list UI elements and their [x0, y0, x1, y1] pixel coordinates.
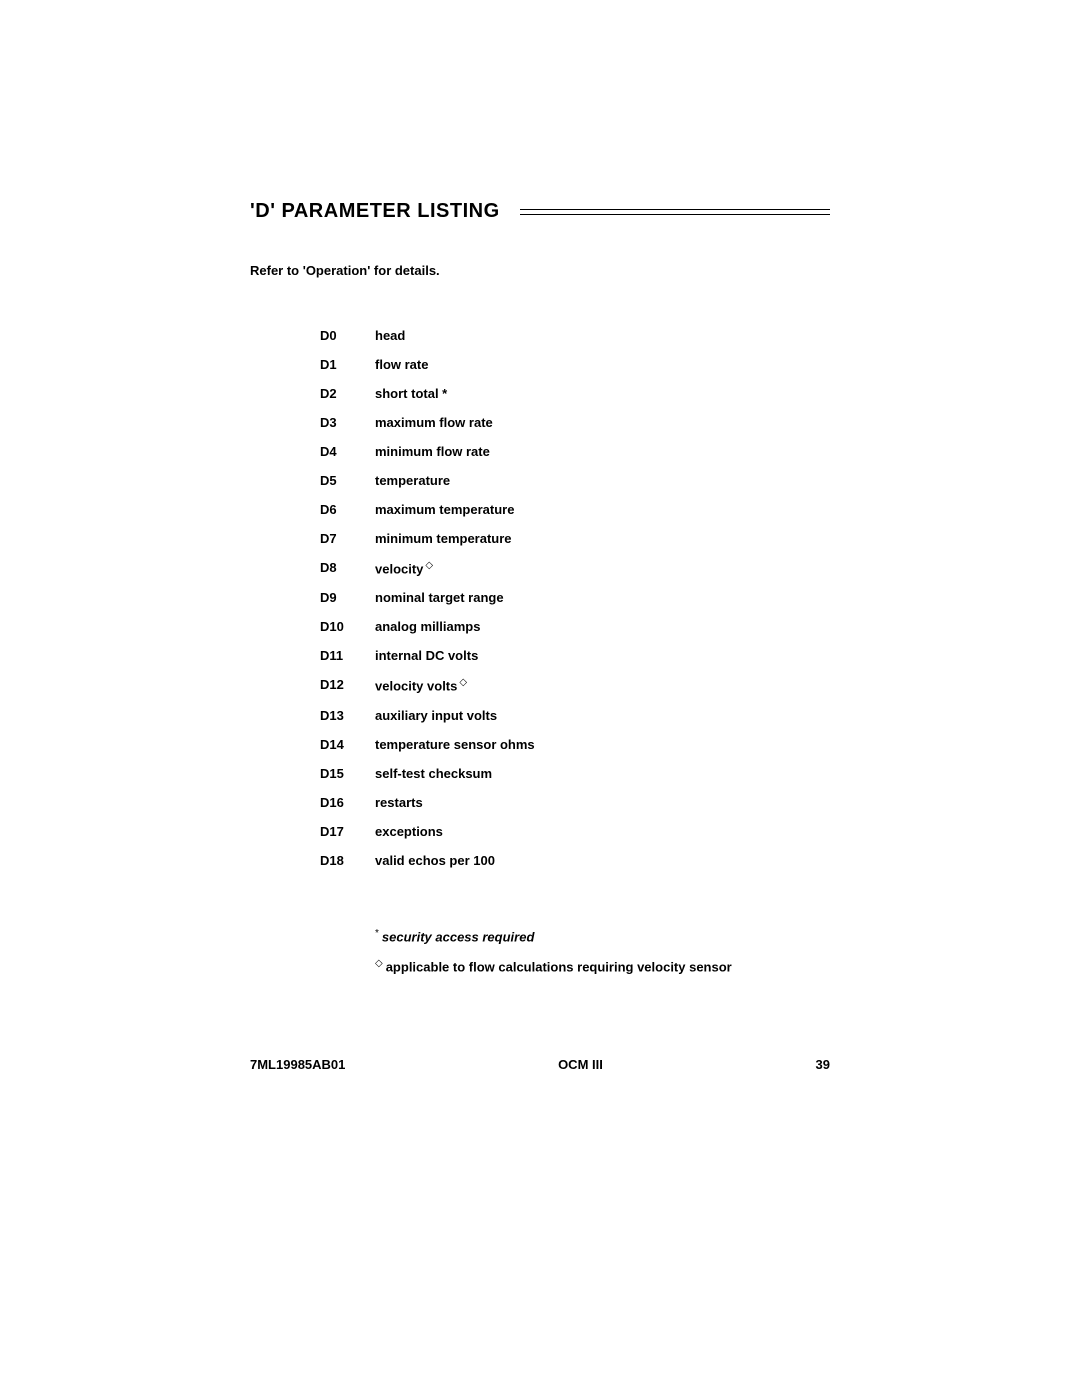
param-desc: short total *	[375, 386, 830, 401]
param-desc: velocity◇	[375, 560, 830, 576]
param-desc: restarts	[375, 795, 830, 810]
param-desc: valid echos per 100	[375, 853, 830, 868]
footer-right: 39	[816, 1057, 830, 1072]
param-code: D5	[320, 473, 375, 488]
param-row: D17exceptions	[320, 824, 830, 839]
param-row: D8velocity◇	[320, 560, 830, 576]
param-desc: internal DC volts	[375, 648, 830, 663]
footer-center: OCM III	[558, 1057, 603, 1072]
param-code: D13	[320, 708, 375, 723]
footnote-diamond: ◇applicable to flow calculations requiri…	[375, 958, 830, 974]
param-desc: exceptions	[375, 824, 830, 839]
star-symbol: *	[375, 928, 379, 939]
param-code: D6	[320, 502, 375, 517]
param-desc: velocity volts◇	[375, 677, 830, 693]
param-code: D16	[320, 795, 375, 810]
param-row: D11internal DC volts	[320, 648, 830, 663]
param-row: D5temperature	[320, 473, 830, 488]
param-code: D0	[320, 328, 375, 343]
param-desc: temperature	[375, 473, 830, 488]
param-row: D14temperature sensor ohms	[320, 737, 830, 752]
param-code: D12	[320, 677, 375, 693]
diamond-icon: ◇	[459, 677, 467, 688]
page-footer: 7ML19985AB01 OCM III 39	[250, 1057, 830, 1072]
param-row: D9nominal target range	[320, 590, 830, 605]
param-code: D15	[320, 766, 375, 781]
param-row: D7minimum temperature	[320, 531, 830, 546]
param-code: D7	[320, 531, 375, 546]
footnote-star-text: security access required	[382, 929, 534, 944]
param-desc: minimum flow rate	[375, 444, 830, 459]
footnote-star: *security access required	[375, 928, 830, 944]
param-row: D12velocity volts◇	[320, 677, 830, 693]
param-desc: self-test checksum	[375, 766, 830, 781]
param-code: D4	[320, 444, 375, 459]
param-row: D3maximum flow rate	[320, 415, 830, 430]
param-code: D18	[320, 853, 375, 868]
param-row: D2short total *	[320, 386, 830, 401]
title-rule	[520, 209, 830, 215]
page-title: 'D' PARAMETER LISTING	[250, 200, 500, 223]
page: 'D' PARAMETER LISTING Refer to 'Operatio…	[0, 0, 1080, 1397]
param-code: D17	[320, 824, 375, 839]
param-row: D1flow rate	[320, 357, 830, 372]
param-row: D16restarts	[320, 795, 830, 810]
param-row: D15self-test checksum	[320, 766, 830, 781]
footnote-diamond-text: applicable to flow calculations requirin…	[386, 959, 732, 974]
param-desc: head	[375, 328, 830, 343]
diamond-icon: ◇	[425, 560, 433, 571]
param-row: D18valid echos per 100	[320, 853, 830, 868]
diamond-symbol: ◇	[375, 958, 383, 969]
param-row: D0head	[320, 328, 830, 343]
param-desc: temperature sensor ohms	[375, 737, 830, 752]
param-row: D6maximum temperature	[320, 502, 830, 517]
param-code: D8	[320, 560, 375, 576]
param-desc: nominal target range	[375, 590, 830, 605]
footer-left: 7ML19985AB01	[250, 1057, 345, 1072]
parameter-table: D0headD1flow rateD2short total *D3maximu…	[320, 328, 830, 868]
param-code: D2	[320, 386, 375, 401]
param-desc: analog milliamps	[375, 619, 830, 634]
param-desc: auxiliary input volts	[375, 708, 830, 723]
param-row: D4minimum flow rate	[320, 444, 830, 459]
title-row: 'D' PARAMETER LISTING	[250, 200, 830, 223]
param-code: D9	[320, 590, 375, 605]
subtitle: Refer to 'Operation' for details.	[250, 263, 830, 278]
param-code: D10	[320, 619, 375, 634]
param-desc: flow rate	[375, 357, 830, 372]
param-desc: minimum temperature	[375, 531, 830, 546]
param-desc: maximum temperature	[375, 502, 830, 517]
param-desc: maximum flow rate	[375, 415, 830, 430]
param-code: D14	[320, 737, 375, 752]
param-code: D3	[320, 415, 375, 430]
param-code: D1	[320, 357, 375, 372]
param-code: D11	[320, 648, 375, 663]
param-row: D13auxiliary input volts	[320, 708, 830, 723]
param-row: D10analog milliamps	[320, 619, 830, 634]
footnotes: *security access required ◇applicable to…	[375, 928, 830, 975]
